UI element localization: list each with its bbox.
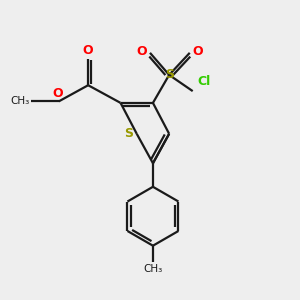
- Text: S: S: [124, 127, 133, 140]
- Text: O: O: [193, 45, 203, 58]
- Text: Cl: Cl: [197, 75, 211, 88]
- Text: O: O: [136, 45, 147, 58]
- Text: O: O: [53, 87, 63, 100]
- Text: O: O: [83, 44, 94, 57]
- Text: CH₃: CH₃: [143, 264, 163, 274]
- Text: S: S: [165, 68, 174, 81]
- Text: CH₃: CH₃: [10, 96, 29, 106]
